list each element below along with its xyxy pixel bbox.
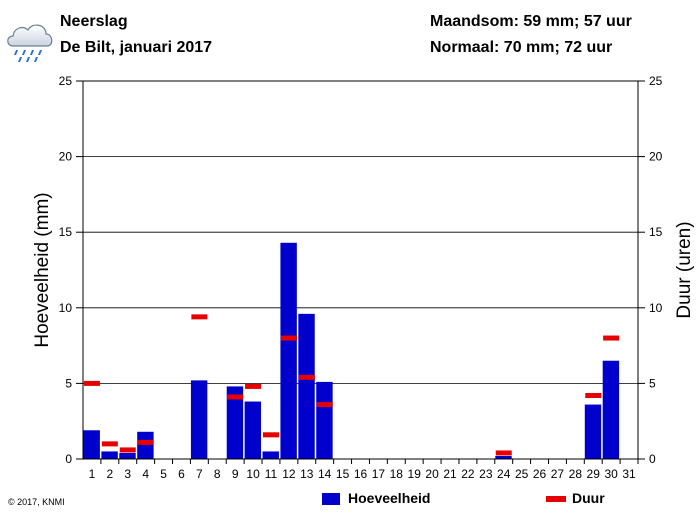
marker-duur xyxy=(262,432,279,438)
marker-duur xyxy=(585,392,602,398)
bar-hoeveelheid xyxy=(495,455,512,459)
x-tick-label: 10 xyxy=(246,467,260,481)
x-tick-label: 29 xyxy=(587,467,601,481)
marker-duur xyxy=(227,394,244,400)
y2-tick-label: 25 xyxy=(649,74,663,88)
y2-tick-label: 15 xyxy=(649,225,663,239)
x-tick-label: 18 xyxy=(390,467,404,481)
x-tick-label: 3 xyxy=(124,467,131,481)
y-axis-label: Hoeveelheid (mm) xyxy=(32,192,53,347)
x-tick-label: 4 xyxy=(142,467,149,481)
month-total: Maandsom: 59 mm; 57 uur xyxy=(430,13,632,30)
marker-duur xyxy=(280,335,297,341)
marker-duur xyxy=(495,450,512,456)
x-tick-label: 28 xyxy=(569,467,583,481)
bar-hoeveelheid xyxy=(298,313,315,459)
bar-hoeveelheid xyxy=(83,430,100,459)
x-tick-label: 30 xyxy=(604,467,618,481)
x-tick-label: 14 xyxy=(318,467,332,481)
y-tick-label: 0 xyxy=(65,452,72,466)
x-tick-label: 8 xyxy=(214,467,221,481)
x-tick-label: 20 xyxy=(425,467,439,481)
marker-duur xyxy=(83,380,100,386)
bar-hoeveelheid xyxy=(244,401,262,459)
y-tick-label: 10 xyxy=(59,301,73,315)
y-tick-label: 5 xyxy=(65,376,72,390)
x-tick-label: 7 xyxy=(196,467,203,481)
marker-duur xyxy=(245,383,262,389)
x-tick-label: 23 xyxy=(479,467,493,481)
x-tick-label: 12 xyxy=(282,467,296,481)
marker-duur xyxy=(603,335,620,341)
bar-hoeveelheid xyxy=(101,451,118,459)
x-tick-label: 16 xyxy=(354,467,368,481)
marker-duur xyxy=(191,314,208,320)
x-tick-label: 22 xyxy=(461,467,475,481)
legend-amount-label: Hoeveelheid xyxy=(348,490,431,506)
chart-title: Neerslag xyxy=(60,13,128,30)
x-tick-label: 24 xyxy=(497,467,511,481)
copyright-text: © 2017, KNMI xyxy=(8,497,65,507)
marker-duur xyxy=(298,374,315,380)
bar-hoeveelheid xyxy=(137,431,154,459)
y2-tick-label: 10 xyxy=(649,301,663,315)
marker-duur xyxy=(316,402,333,408)
bar-hoeveelheid xyxy=(584,404,602,459)
bar-hoeveelheid xyxy=(190,380,208,459)
x-tick-label: 19 xyxy=(408,467,422,481)
x-tick-label: 31 xyxy=(622,467,636,481)
y2-tick-label: 20 xyxy=(649,150,663,164)
bar-hoeveelheid xyxy=(280,242,297,459)
plot-frame xyxy=(82,80,639,460)
x-tick-label: 13 xyxy=(300,467,314,481)
y-tick-label: 15 xyxy=(59,225,73,239)
x-tick-label: 26 xyxy=(533,467,547,481)
x-tick-label: 6 xyxy=(178,467,185,481)
x-tick-label: 1 xyxy=(89,467,96,481)
marker-duur xyxy=(119,447,136,453)
bar-hoeveelheid xyxy=(316,381,333,459)
legend-duration-label: Duur xyxy=(572,490,605,506)
chart-subtitle: De Bilt, januari 2017 xyxy=(60,39,213,56)
y-tick-label: 20 xyxy=(59,150,73,164)
bar-hoeveelheid xyxy=(226,386,244,459)
normal-value: Normaal: 70 mm; 72 uur xyxy=(430,39,613,56)
y2-tick-label: 5 xyxy=(649,376,656,390)
x-tick-label: 15 xyxy=(336,467,350,481)
x-tick-label: 27 xyxy=(551,467,565,481)
x-tick-label: 2 xyxy=(107,467,114,481)
bar-hoeveelheid xyxy=(262,451,279,459)
y2-tick-label: 0 xyxy=(649,452,656,466)
rain-cloud-icon xyxy=(7,24,53,62)
marker-duur xyxy=(101,441,118,447)
bar-hoeveelheid xyxy=(602,360,620,459)
x-tick-label: 17 xyxy=(372,467,386,481)
x-tick-label: 11 xyxy=(265,467,278,481)
marker-duur xyxy=(137,439,154,445)
y-tick-label: 25 xyxy=(59,74,73,88)
y2-axis-label: Duur (uren) xyxy=(674,221,695,318)
legend-amount-swatch xyxy=(322,493,340,505)
x-tick-label: 21 xyxy=(443,467,457,481)
x-tick-label: 25 xyxy=(515,467,529,481)
x-tick-label: 5 xyxy=(160,467,167,481)
bar-hoeveelheid xyxy=(119,452,136,459)
x-tick-label: 9 xyxy=(232,467,239,481)
legend-duration-swatch xyxy=(546,496,566,502)
